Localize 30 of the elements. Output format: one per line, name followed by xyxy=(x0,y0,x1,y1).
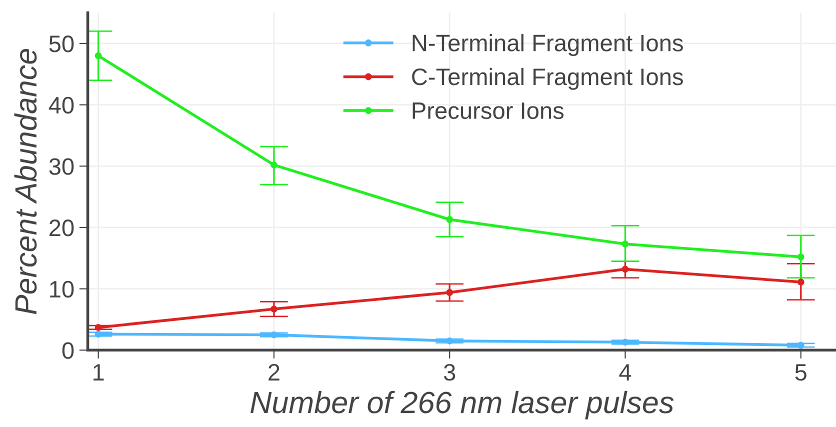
point xyxy=(622,240,629,248)
x-tick-label: 3 xyxy=(444,364,456,381)
point xyxy=(622,266,629,273)
x-tick-label: 4 xyxy=(619,364,632,380)
point xyxy=(797,342,804,349)
point xyxy=(270,161,278,168)
point xyxy=(94,52,102,60)
point xyxy=(797,278,804,286)
point xyxy=(446,289,454,296)
point xyxy=(94,330,102,338)
y-tick-label: 10 xyxy=(50,280,74,298)
x-tick-label: 2 xyxy=(268,364,280,380)
point xyxy=(94,324,102,331)
y-tick-label: 30 xyxy=(49,158,74,175)
legend-label: N-Terminal Fragment Ions xyxy=(412,34,683,56)
y-tick-label: 40 xyxy=(48,96,74,114)
point xyxy=(446,216,454,223)
point xyxy=(270,306,278,313)
point xyxy=(797,253,804,260)
point xyxy=(446,337,454,344)
point xyxy=(622,338,629,346)
x-tick-label: 1 xyxy=(94,364,104,380)
x-axis-title: Number of 266 nm laser pulses xyxy=(250,390,674,420)
y-axis-title: Percent Abundance xyxy=(14,48,37,314)
y-tick-label: 0 xyxy=(62,342,74,359)
legend-label: Precursor Ions xyxy=(412,102,564,120)
y-tick-label: 50 xyxy=(49,36,74,52)
legend-label: C-Terminal Fragment Ions xyxy=(412,68,683,90)
y-tick-label: 20 xyxy=(50,220,74,236)
x-tick-label: 5 xyxy=(795,364,806,381)
